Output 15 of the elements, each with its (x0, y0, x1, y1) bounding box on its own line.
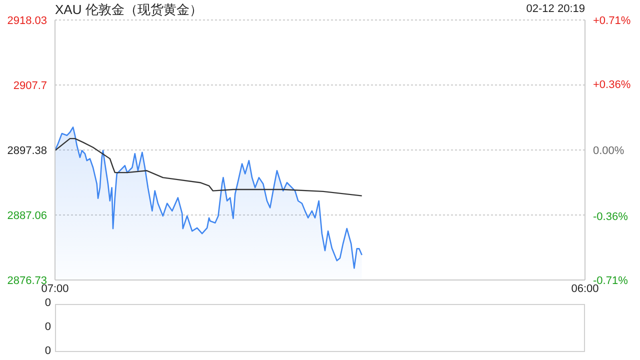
y-tick-label: 2897.38 (7, 144, 47, 157)
x-tick-label: 07:00 (41, 282, 69, 295)
y-tick-label: 2907.7 (13, 80, 47, 92)
chart-title: XAU 伦敦金（现货黄金） (55, 1, 202, 19)
y2-tick-label: 0.00% (593, 144, 624, 157)
text: 0 (44, 321, 51, 334)
x-tick-label: 06:00 (571, 282, 599, 295)
text: 0 (44, 297, 51, 310)
chart-subtitle: 02-12 20:19 (526, 3, 585, 15)
y2-tick-label: +0.71% (593, 14, 631, 27)
y-tick-label: 2918.03 (7, 14, 47, 27)
text: 0 (44, 345, 51, 358)
y-tick-label: 2887.06 (7, 210, 47, 222)
y2-tick-label: -0.36% (593, 210, 628, 223)
y2-tick-label: +0.36% (593, 78, 631, 91)
